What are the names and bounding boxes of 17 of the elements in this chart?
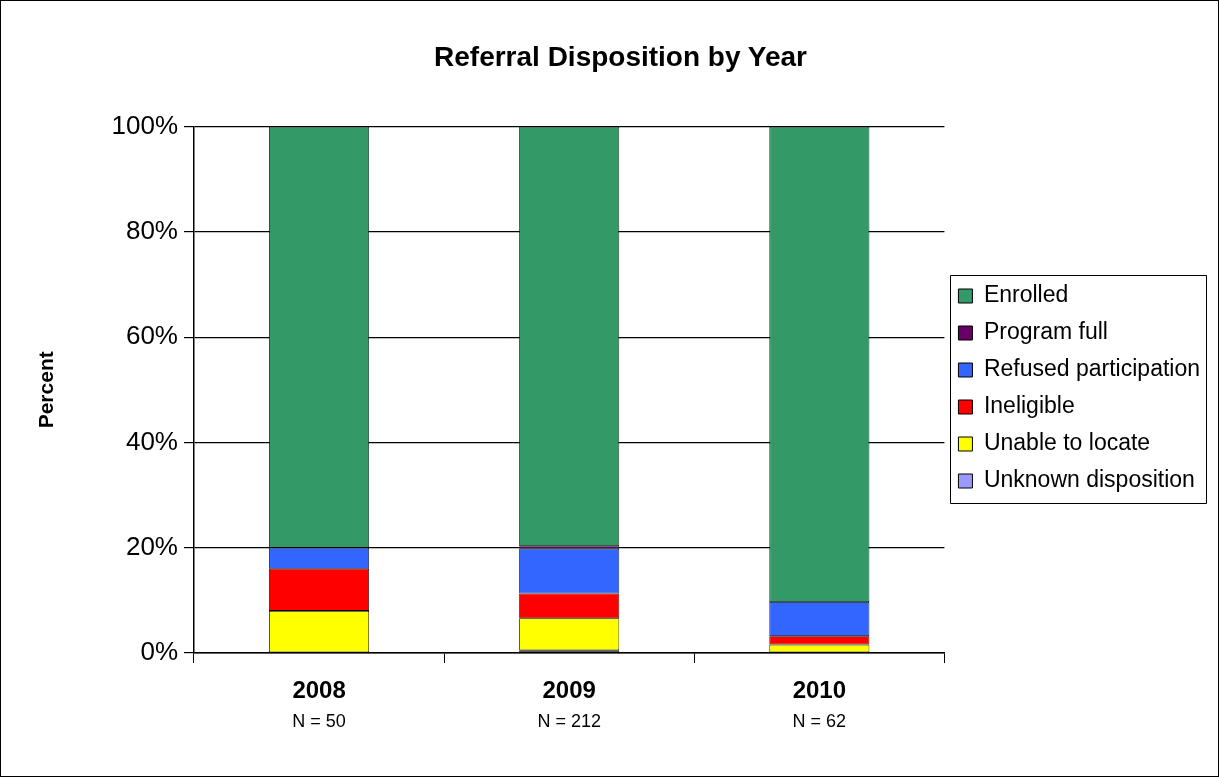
x-tick-label: 2009 N = 212 — [537, 675, 601, 731]
y-tick-label: 20% — [125, 530, 178, 561]
y-axis-title: Percent — [34, 351, 58, 429]
legend-label: Enrolled — [983, 281, 1069, 308]
y-tick-label: 0% — [140, 636, 178, 667]
y-tick-label: 60% — [125, 320, 178, 351]
legend-label: Program full — [983, 318, 1108, 345]
y-tick-label: 80% — [125, 215, 178, 246]
chart-title: Referral Disposition by Year — [434, 40, 808, 72]
y-tick-label: 40% — [125, 425, 178, 456]
legend-label: Refused participation — [983, 355, 1200, 382]
legend-label: Ineligible — [983, 392, 1075, 419]
x-tick-label: 2008 N = 50 — [292, 675, 346, 731]
x-tick-label: 2010 N = 62 — [792, 675, 847, 731]
legend-label: Unable to locate — [983, 429, 1151, 456]
y-tick-label: 100% — [111, 109, 178, 140]
legend-label: Unknown disposition — [983, 466, 1195, 493]
